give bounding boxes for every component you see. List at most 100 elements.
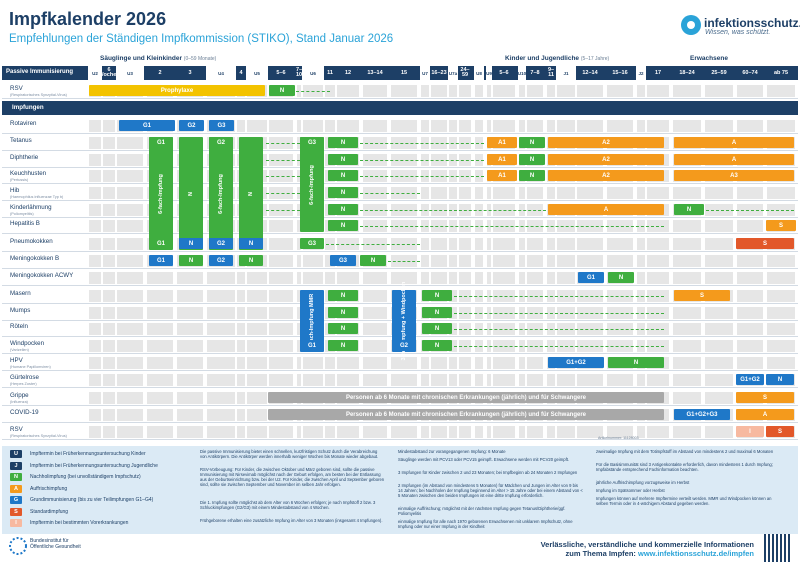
- grid-cell: [147, 426, 173, 438]
- grid-cell: [737, 340, 763, 352]
- grid-cell: [89, 374, 101, 386]
- grid-cell: [117, 357, 143, 369]
- grid-cell: [207, 272, 235, 284]
- group-infants: Säuglinge und Kleinkinder (0–59 Monate): [100, 55, 217, 62]
- catch-up-arrow: [360, 160, 484, 161]
- catch-up-arrow: [454, 296, 664, 297]
- grid-cell: [303, 272, 323, 284]
- grid-cell: [767, 340, 795, 352]
- age-column-11: 11: [327, 69, 333, 76]
- footnote-14: Impfungen können auf mehrere Impftermine…: [596, 496, 772, 506]
- grid-cell: [117, 392, 143, 404]
- grid-cell: [147, 357, 173, 369]
- grid-cell: [431, 238, 447, 250]
- grid-cell: [117, 220, 143, 232]
- age-column-21: 5–6: [499, 69, 509, 76]
- grid-cell: [363, 374, 387, 386]
- acwy-n: N: [608, 272, 634, 283]
- grid-cell: [737, 220, 763, 232]
- grid-cell: [527, 238, 543, 250]
- dtp-n-2: N: [328, 137, 358, 148]
- catch-up-arrow: [266, 193, 300, 194]
- grid-cell: [431, 120, 447, 132]
- row-divider: [2, 422, 798, 423]
- footnote-0: Die passive Immunisierung bietet einen s…: [200, 449, 379, 459]
- grid-cell: [177, 340, 203, 352]
- tet-g2: G2: [209, 137, 233, 148]
- footnote-6: 3 Impfungen für Kinder zwischen 2 und 23…: [398, 470, 578, 475]
- grid-cell: [177, 290, 203, 302]
- footer-link[interactable]: www.infektionsschutz.de/impfen: [638, 549, 754, 558]
- grid-cell: [493, 85, 515, 97]
- hepb-n: N: [328, 220, 358, 231]
- grid-cell: [117, 374, 143, 386]
- grid-cell: [705, 392, 733, 404]
- grid-cell: [557, 238, 575, 250]
- grid-cell: [325, 374, 335, 386]
- grid-cell: [673, 220, 701, 232]
- grid-cell: [303, 120, 323, 132]
- legend-label-6: Impftermin bei bestimmten Vorerkrankunge…: [30, 520, 129, 526]
- row-divider: [2, 405, 798, 406]
- age-column-26: 12–14: [582, 69, 598, 76]
- grid-cell: [177, 374, 203, 386]
- grid-cell: [647, 255, 669, 267]
- grid-cell: [737, 255, 763, 267]
- grid-cell: [673, 187, 701, 199]
- grid-cell: [297, 120, 301, 132]
- row-divider: [2, 233, 798, 234]
- vertical-label: N: [188, 191, 194, 196]
- dtp-a2-2: A2: [548, 137, 664, 148]
- age-column-19: U8: [474, 66, 484, 80]
- grid-cell: [363, 426, 387, 438]
- age-column-24: 9–11: [547, 67, 555, 78]
- grid-cell: [459, 238, 471, 250]
- age-column-29: 17: [654, 69, 662, 76]
- grid-cell: [673, 272, 701, 284]
- grid-cell: [297, 238, 301, 250]
- dtp-a1-3: A1: [487, 154, 517, 165]
- grid-cell: [705, 374, 733, 386]
- row-label-11: Masern: [10, 290, 31, 297]
- grid-cell: [247, 340, 267, 352]
- grid-cell: [705, 238, 733, 250]
- menb-n: N: [179, 255, 203, 266]
- grid-cell: [449, 307, 457, 319]
- legend-label-4: Grundimmunisierung (bis zu vier Teilimpf…: [30, 497, 154, 503]
- grid-cell: [431, 357, 447, 369]
- logo-text[interactable]: infektionsschutz.de: [704, 16, 800, 30]
- catch-up-arrow: [454, 346, 664, 347]
- grid-cell: [557, 187, 575, 199]
- grid-cell: [117, 170, 143, 182]
- qr-code[interactable]: [764, 534, 792, 562]
- zoster-g1g2: G1+G2: [736, 374, 764, 385]
- row-name: Tetanus: [10, 137, 32, 144]
- catch-up-arrow: [360, 193, 420, 194]
- age-column-9: 7–10: [295, 67, 303, 78]
- age-column-14: 15: [400, 69, 408, 76]
- row-name: HPV: [10, 357, 23, 364]
- group-kids: Kinder und Jugendliche (5–17 Jahre): [505, 55, 610, 62]
- grid-cell: [117, 238, 143, 250]
- column-header-bar: [2, 66, 798, 80]
- grid-cell: [431, 255, 447, 267]
- grid-cell: [247, 272, 267, 284]
- grid-cell: [449, 290, 457, 302]
- grid-cell: [475, 120, 483, 132]
- grid-cell: [247, 357, 267, 369]
- row-name: Hib: [10, 187, 20, 194]
- grid-cell: [117, 187, 143, 199]
- row-label-12: Mumps: [10, 307, 30, 314]
- grid-cell: [117, 307, 143, 319]
- rsv-catchup-bar: N: [269, 85, 295, 96]
- legend-label-1: Impftermin bei Früherkennungsuntersuchun…: [30, 462, 158, 469]
- legend-swatch-1: J: [10, 461, 22, 470]
- grid-cell: [391, 272, 417, 284]
- grid-cell: [607, 374, 633, 386]
- footnote-4: Mindestabstand zur vorangegangenen Impfu…: [398, 449, 506, 454]
- grid-cell: [269, 120, 293, 132]
- age-column-2: U3: [116, 66, 144, 80]
- row-subname: (Respiratorisches Synzytial-Virus): [10, 93, 67, 97]
- grid-cell: [297, 426, 301, 438]
- menb-g1: G1: [149, 255, 173, 266]
